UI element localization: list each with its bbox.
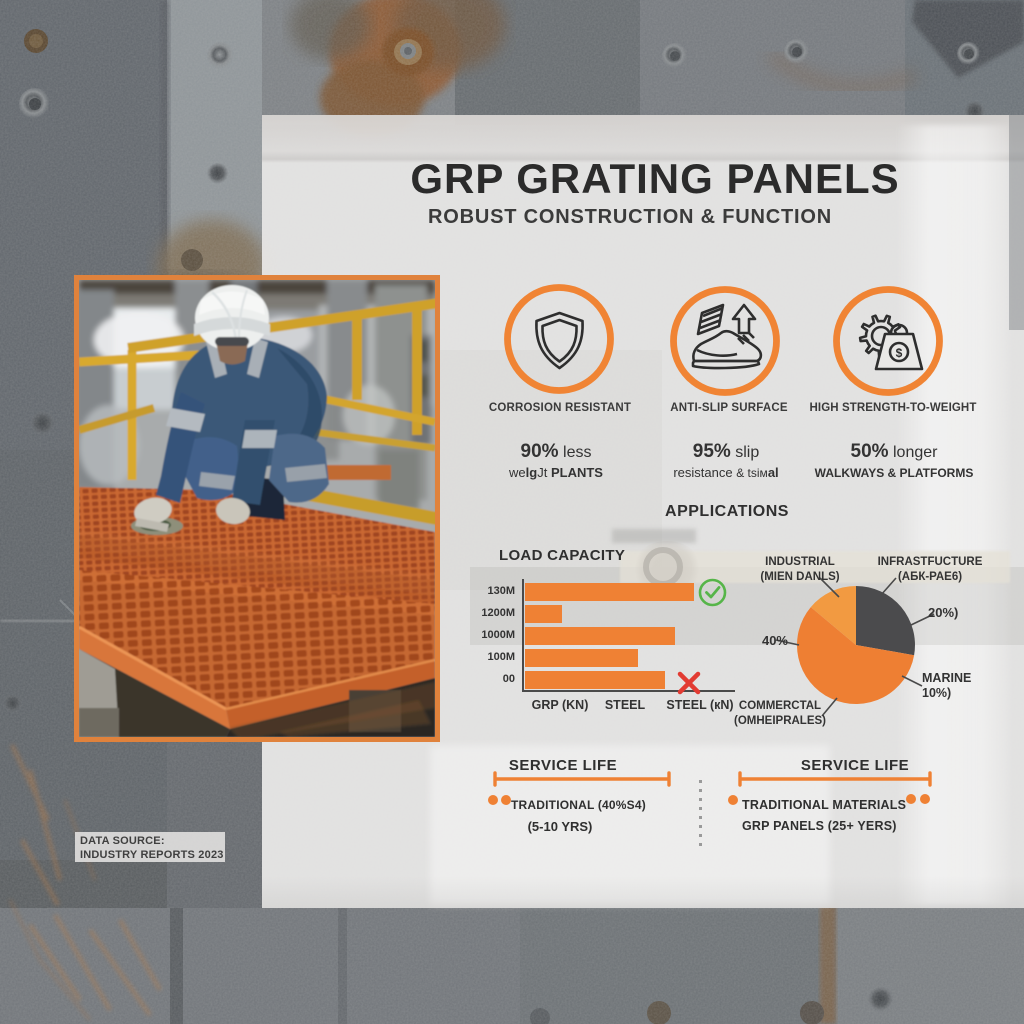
svg-text:$: $: [896, 346, 903, 360]
